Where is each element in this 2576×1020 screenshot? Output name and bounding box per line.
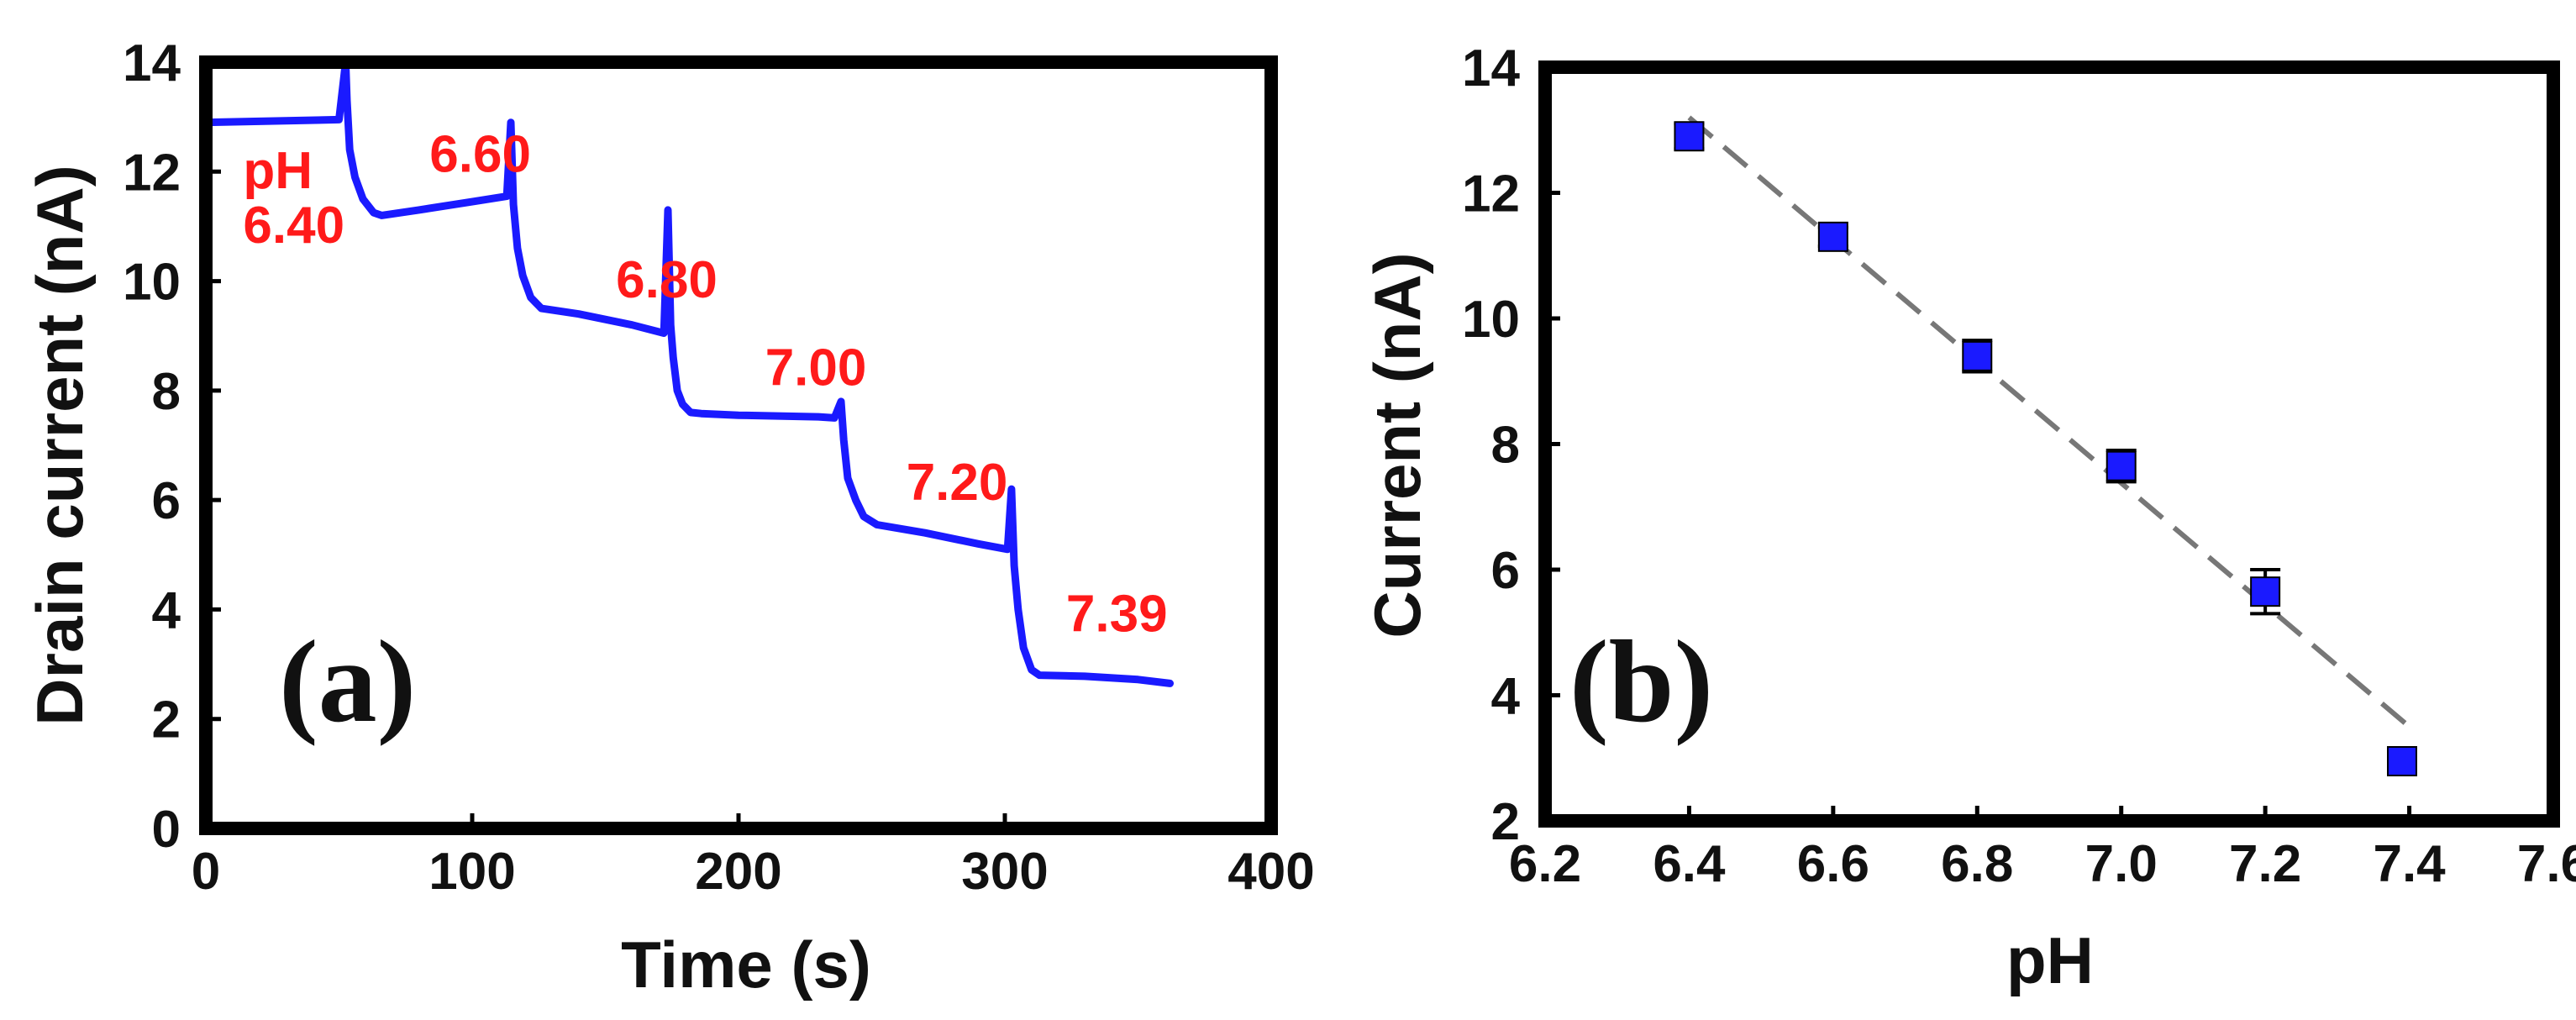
panel-a-y-axis-title: Drain current (nA) xyxy=(23,165,97,725)
panel-a-x-tick-label: 100 xyxy=(428,843,515,901)
panel-a-y-tick-label: 14 xyxy=(123,34,181,92)
panel-b-plot-area xyxy=(1674,115,2417,776)
panel-b-x-axis-title: pH xyxy=(2006,923,2094,997)
panel-a-y-tick-label: 12 xyxy=(123,144,181,202)
data-point xyxy=(1674,121,1705,152)
data-point xyxy=(2387,745,2417,776)
panel-b-y-tick-label: 12 xyxy=(1462,166,1520,223)
ph-step-label: 6.60 xyxy=(429,125,531,183)
panel-a-plot-area: pH6.40 6.60 6.80 7.00 7.20 7.39 xyxy=(202,58,1174,687)
data-point xyxy=(1962,340,1993,371)
ph-step-label: 7.39 xyxy=(1066,585,1168,643)
data-point xyxy=(2250,576,2281,607)
panel-a-y-tick-label: 0 xyxy=(152,801,181,859)
panel-b-x-tick-label: 6.8 xyxy=(1941,835,2013,893)
panel-b-current-vs-ph-chart: 6.2 6.4 6.6 6.8 7.0 7.2 7.4 7.6 2 4 6 8 10 12 14 pH Cu… xyxy=(1360,39,2576,997)
panel-b-y-tick-label: 14 xyxy=(1462,39,1520,97)
ph-step-label: pH xyxy=(243,142,313,200)
panel-b-y-tick-label: 4 xyxy=(1491,668,1521,726)
panel-b-x-tick-label: 6.6 xyxy=(1797,835,1869,893)
drain-current-series-line xyxy=(202,58,1174,687)
panel-a-x-axis-title: Time (s) xyxy=(621,928,871,1002)
panel-b-x-tick-label: 6.4 xyxy=(1653,835,1726,893)
panel-b-y-tick-label: 8 xyxy=(1491,417,1520,475)
panel-b-y-axis-title: Current (nA) xyxy=(1360,252,1434,638)
panel-b-y-tick-label: 10 xyxy=(1462,291,1520,349)
ph-step-label: 6.80 xyxy=(616,251,718,309)
panel-b-x-tick-label: 6.2 xyxy=(1509,835,1581,893)
panel-b-label: (b) xyxy=(1569,617,1713,747)
linear-fit-line xyxy=(1687,115,2411,729)
panel-a-drain-current-chart: 0 100 200 300 400 0 2 4 6 8 10 12 14 pH6.40 6.60 6.80 7… xyxy=(23,34,1315,1002)
panel-b-x-tick-label: 7.2 xyxy=(2229,835,2301,893)
panel-a-x-tick-label: 400 xyxy=(1228,843,1314,901)
panel-a-y-tick-label: 2 xyxy=(152,691,181,749)
ph-step-label: 7.20 xyxy=(907,454,1008,512)
panel-b-y-tick-label: 2 xyxy=(1491,793,1520,851)
data-point xyxy=(2105,450,2137,481)
panel-a-tick-labels: 0 100 200 300 400 0 2 4 6 8 10 12 14 xyxy=(123,34,1315,901)
data-point xyxy=(1817,221,1848,252)
ph-step-label: 7.00 xyxy=(765,339,867,397)
panel-b-y-tick-label: 6 xyxy=(1491,542,1520,600)
panel-a-label: (a) xyxy=(279,617,416,747)
panel-a-y-tick-label: 8 xyxy=(152,363,181,421)
panel-a-x-tick-label: 200 xyxy=(695,843,781,901)
panel-b-x-tick-label: 7.4 xyxy=(2373,835,2446,893)
panel-a-y-tick-label: 4 xyxy=(152,581,181,639)
panel-a-x-tick-label: 300 xyxy=(961,843,1048,901)
panel-b-tick-labels: 6.2 6.4 6.6 6.8 7.0 7.2 7.4 7.6 2 4 6 8 10 12 14 xyxy=(1462,39,2576,893)
panel-a-frame xyxy=(199,55,1278,835)
panel-a-y-tick-label: 10 xyxy=(123,254,181,312)
panel-b-frame xyxy=(1538,60,2560,828)
panel-b-x-tick-label: 7.6 xyxy=(2517,835,2576,893)
panel-a-y-tick-label: 6 xyxy=(152,472,181,530)
panel-b-x-tick-label: 7.0 xyxy=(2085,835,2158,893)
panel-a-x-tick-label: 0 xyxy=(192,843,220,901)
ph-step-label: 6.40 xyxy=(243,197,344,255)
